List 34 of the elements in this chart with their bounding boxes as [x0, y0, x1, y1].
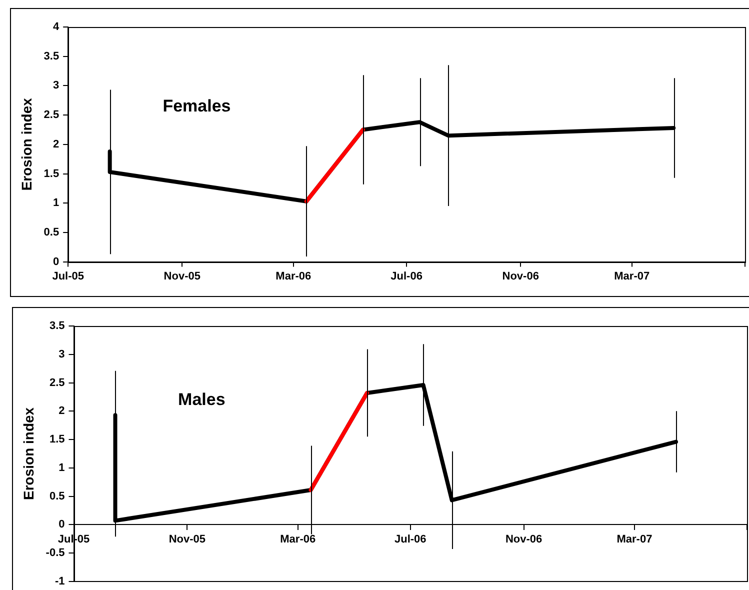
y-tick-label: 2 — [52, 138, 60, 150]
y-tick-label: 0 — [52, 256, 60, 268]
x-tick-label: Jul-06 — [390, 270, 422, 282]
x-tick-label: Mar-06 — [280, 533, 316, 546]
y-tick-label: 1 — [58, 462, 65, 474]
y-tick-label: 2.5 — [49, 376, 65, 389]
y-tick-label: 4 — [52, 21, 60, 34]
text: Males — [178, 390, 226, 409]
y-tick-label: 3.5 — [49, 320, 65, 332]
y-tick-label: 3 — [52, 80, 60, 92]
y-tick-label: 1.5 — [44, 168, 60, 180]
y-tick-label: 3 — [58, 348, 65, 360]
x-tick-label: Nov-06 — [502, 270, 539, 282]
y-tick-label: 2.5 — [44, 109, 60, 122]
y-axis-title: Erosion index — [18, 98, 34, 191]
y-tick-label: 0 — [58, 518, 65, 531]
x-tick-label: Jul-05 — [52, 270, 84, 282]
y-tick-label: 3.5 — [44, 50, 60, 62]
x-tick-label: Nov-06 — [505, 533, 542, 546]
x-tick-label: Mar-07 — [616, 533, 652, 546]
x-tick-label: Jul-06 — [394, 533, 426, 546]
text: Females — [162, 96, 231, 116]
y-tick-label: -0.5 — [46, 547, 65, 560]
y-tick-label: 2 — [58, 405, 65, 418]
y-axis-title: Erosion index — [20, 407, 36, 500]
x-tick-label: Mar-07 — [614, 270, 650, 282]
y-tick-label: 0.5 — [49, 490, 65, 502]
y-tick-label: 1 — [52, 197, 60, 210]
y-tick-label: 0.5 — [44, 226, 60, 238]
x-tick-label: Nov-05 — [164, 270, 200, 282]
x-tick-label: Mar-06 — [276, 270, 312, 282]
x-tick-label: Nov-05 — [168, 533, 206, 546]
y-tick-label: 1.5 — [49, 434, 65, 446]
y-tick-label: -1 — [54, 575, 65, 588]
